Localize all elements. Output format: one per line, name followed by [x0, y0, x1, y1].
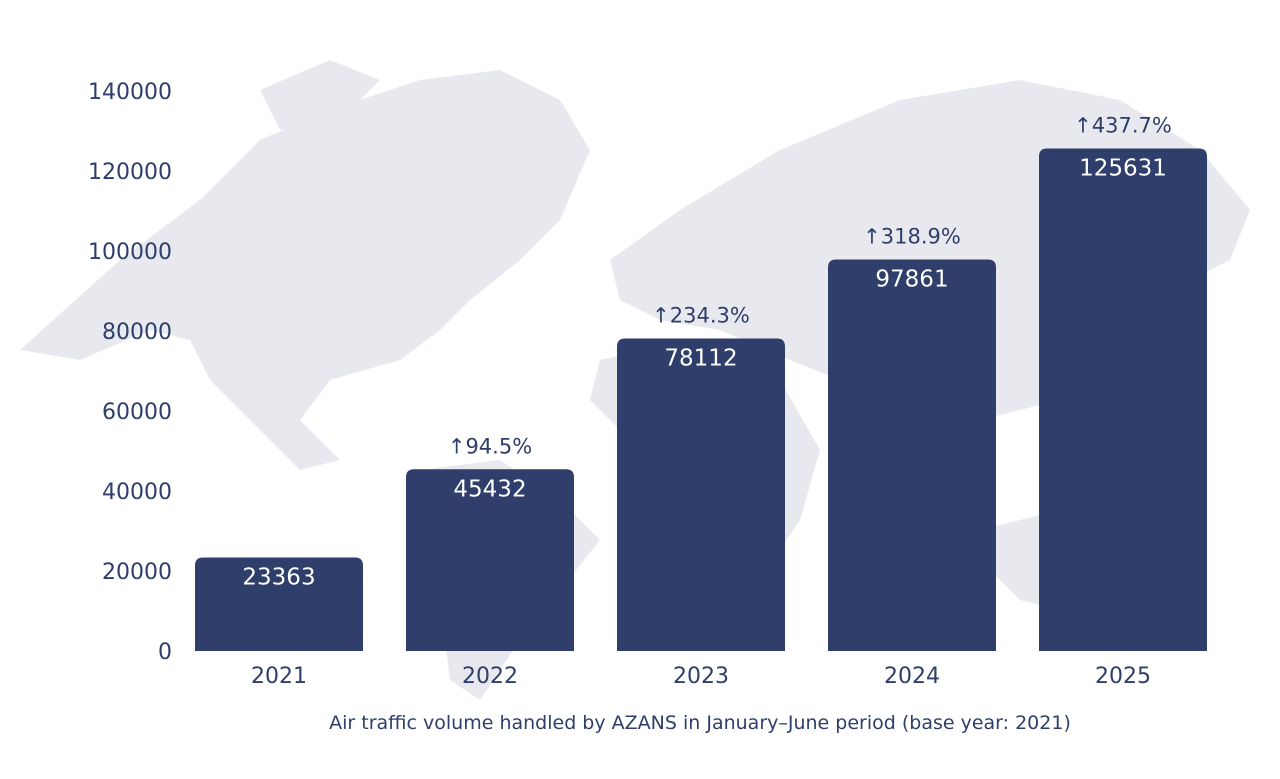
change-label: ↑318.9%	[863, 225, 961, 249]
change-label: ↑234.3%	[652, 304, 750, 328]
bar-2024	[828, 259, 996, 651]
bar-2025	[1039, 148, 1207, 651]
bar-2022	[406, 469, 574, 651]
x-tick-label: 2023	[673, 664, 729, 689]
value-label: 78112	[664, 346, 737, 372]
x-tick-label: 2021	[251, 664, 307, 689]
x-tick-label: 2024	[884, 664, 940, 689]
y-tick-label: 40000	[102, 480, 172, 505]
value-label: 45432	[453, 476, 526, 502]
bar-2023	[617, 338, 785, 651]
chart-caption: Air traffic volume handled by AZANS in J…	[329, 712, 1071, 734]
change-label: ↑94.5%	[448, 434, 532, 458]
y-axis: 0 20000 40000 60000 80000 100000 120000 140000	[88, 80, 172, 665]
y-tick-label: 0	[158, 640, 172, 665]
continent-shape	[260, 60, 380, 130]
value-label: 23363	[242, 565, 315, 591]
change-label: ↑437.7%	[1074, 113, 1172, 137]
x-tick-label: 2025	[1095, 664, 1151, 689]
x-tick-label: 2022	[462, 664, 518, 689]
y-tick-label: 140000	[88, 80, 172, 105]
continent-shape	[20, 70, 590, 470]
y-tick-label: 80000	[102, 320, 172, 345]
y-tick-label: 100000	[88, 240, 172, 265]
value-label: 125631	[1079, 155, 1167, 181]
value-label: 97861	[875, 267, 948, 293]
y-tick-label: 20000	[102, 560, 172, 585]
y-tick-label: 120000	[88, 160, 172, 185]
bars: 23363 2021 45432 ↑94.5% 2022 78112 ↑234.3% 2023…	[195, 113, 1207, 689]
y-tick-label: 60000	[102, 400, 172, 425]
bar-2021	[195, 557, 363, 651]
